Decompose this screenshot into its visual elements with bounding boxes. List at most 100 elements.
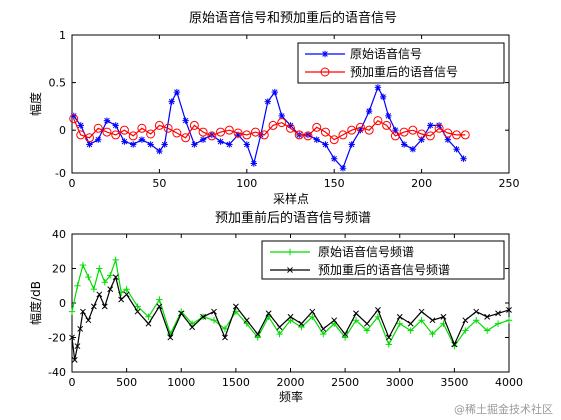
- top-series-point-1: [294, 130, 304, 140]
- top-series-point-1: [242, 130, 252, 140]
- bot-series-point-1: [473, 308, 480, 315]
- top-series-point-0: [129, 141, 137, 148]
- top-series-point-1: [425, 131, 435, 141]
- top-series-point-0: [339, 165, 347, 172]
- top-y-label: 幅度: [28, 92, 43, 116]
- top-series-line-1: [73, 118, 466, 141]
- bottom-title: 预加重前后的语音信号频谱: [215, 210, 371, 226]
- bottom-series-layer: [68, 256, 513, 363]
- bot-x-tick-label: 0: [69, 376, 76, 389]
- top-series-point-0: [95, 136, 102, 143]
- top-series-point-0: [427, 122, 434, 129]
- top-legend-swatch-original: [305, 50, 345, 58]
- bot-series-point-1: [189, 324, 196, 331]
- bot-series-point-1: [101, 303, 108, 310]
- bot-series-point-0: [385, 341, 393, 348]
- bot-series-point-1: [495, 310, 501, 317]
- top-series-point-0: [161, 141, 168, 148]
- bot-series-point-0: [407, 327, 414, 334]
- top-series-point-0: [182, 117, 189, 124]
- bot-series-point-1: [429, 317, 436, 324]
- bot-series-point-1: [254, 331, 261, 337]
- bot-series-point-1: [77, 325, 84, 332]
- top-series-point-1: [216, 127, 226, 137]
- top-series-point-1: [69, 114, 79, 124]
- bot-series-point-1: [107, 286, 114, 293]
- top-series-point-1: [163, 123, 173, 133]
- top-legend-swatch-preemph: [305, 67, 345, 77]
- bot-series-point-0: [145, 313, 152, 320]
- bottom-y-label: 幅度/dB: [28, 281, 43, 325]
- bot-series-line-0: [71, 257, 510, 348]
- bot-series-point-1: [342, 331, 349, 337]
- bot-series-point-1: [232, 303, 239, 310]
- bot-series-point-0: [341, 334, 349, 341]
- top-series-point-1: [434, 123, 444, 133]
- top-x-tick-label: 0: [69, 177, 76, 190]
- top-series-point-1: [390, 131, 400, 141]
- top-x-tick-label: 50: [152, 177, 166, 190]
- bot-series-point-1: [374, 306, 381, 313]
- bot-x-tick-label: 2000: [277, 376, 305, 389]
- top-series-point-0: [304, 131, 312, 139]
- top-series-point-0: [264, 98, 271, 105]
- top-series-point-1: [189, 120, 199, 130]
- watermark-text: @稀土掘金技术社区: [454, 403, 553, 416]
- bot-series-point-0: [418, 317, 425, 324]
- bottom-y-ticks: -40 -20 0 20 40: [48, 228, 509, 379]
- top-series-point-0: [271, 88, 278, 96]
- bot-series-point-1: [118, 296, 125, 303]
- top-series-point-0: [77, 122, 84, 129]
- bot-series-point-0: [473, 317, 480, 324]
- bot-series-point-0: [74, 282, 81, 289]
- bot-series-point-1: [418, 308, 425, 315]
- top-series-point-1: [181, 133, 191, 143]
- top-series-layer: [69, 84, 470, 172]
- top-series-point-1: [460, 130, 470, 140]
- top-series-1: [69, 114, 470, 145]
- top-series-point-0: [278, 112, 285, 120]
- top-series-point-0: [121, 138, 128, 145]
- bot-series-point-1: [265, 310, 272, 317]
- top-series-point-1: [364, 125, 374, 135]
- top-series-point-1: [417, 129, 427, 139]
- bot-series-point-1: [320, 325, 327, 332]
- legend-marker: [287, 267, 293, 273]
- bot-x-tick-label: 2500: [331, 376, 359, 389]
- bot-series-1: [69, 274, 512, 363]
- bot-series-point-0: [123, 286, 130, 293]
- bot-series-point-1: [440, 313, 447, 320]
- bot-series-point-0: [483, 327, 491, 334]
- top-series-point-0: [217, 138, 224, 145]
- bot-series-point-1: [74, 343, 81, 350]
- bot-series-point-1: [506, 306, 512, 313]
- top-series-point-0: [168, 98, 175, 105]
- top-series-point-0: [357, 126, 364, 134]
- top-series-point-0: [156, 147, 163, 155]
- top-series-point-0: [147, 141, 154, 148]
- bot-x-tick-label: 3500: [440, 376, 468, 389]
- bottom-legend: 原始语音信号频谱 预加重后的语音信号频谱: [261, 240, 505, 280]
- bot-series-point-0: [221, 325, 229, 333]
- bot-series-point-1: [200, 313, 207, 320]
- bot-y-tick-label: 40: [52, 228, 66, 241]
- top-series-point-0: [374, 84, 382, 91]
- top-x-tick-label: 100: [236, 177, 257, 190]
- bot-series-point-1: [276, 324, 283, 331]
- top-series-point-0: [86, 141, 93, 148]
- bot-x-tick-label: 1000: [167, 376, 195, 389]
- bot-x-tick-label: 500: [116, 376, 137, 389]
- bot-series-point-1: [80, 308, 86, 315]
- bot-series-point-0: [101, 279, 108, 286]
- top-series-point-0: [453, 146, 460, 153]
- bot-series-point-1: [85, 317, 92, 324]
- bot-series-point-1: [167, 334, 174, 341]
- bot-series-point-0: [79, 261, 87, 269]
- top-y-tick-label: -0: [55, 167, 66, 180]
- top-panel: 原始语音信号和预加重后的语音信号 0 50 100 150 200 250 -000.51…: [28, 10, 520, 206]
- bot-x-tick-label: 4000: [495, 376, 523, 389]
- top-legend-box: [297, 42, 505, 84]
- top-y-ticks: -0 0 0.5 1: [49, 29, 509, 180]
- bot-series-point-0: [107, 272, 114, 279]
- bot-series-point-1: [298, 320, 305, 327]
